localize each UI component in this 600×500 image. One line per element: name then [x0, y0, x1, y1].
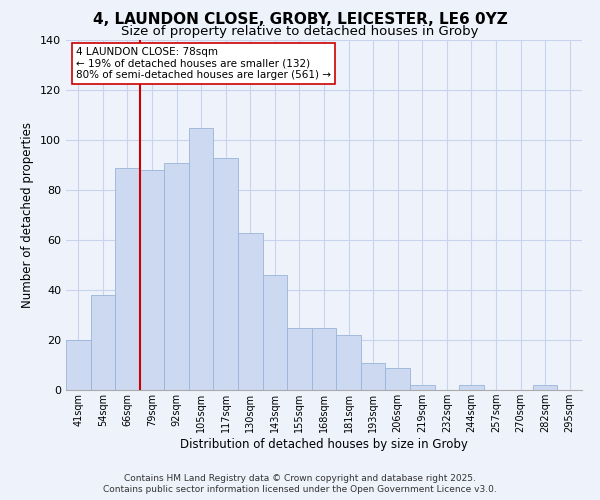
Text: 4, LAUNDON CLOSE, GROBY, LEICESTER, LE6 0YZ: 4, LAUNDON CLOSE, GROBY, LEICESTER, LE6 … — [92, 12, 508, 28]
Text: 4 LAUNDON CLOSE: 78sqm
← 19% of detached houses are smaller (132)
80% of semi-de: 4 LAUNDON CLOSE: 78sqm ← 19% of detached… — [76, 47, 331, 80]
Bar — [214, 158, 238, 390]
Y-axis label: Number of detached properties: Number of detached properties — [22, 122, 34, 308]
Bar — [385, 368, 410, 390]
Bar — [66, 340, 91, 390]
Bar — [238, 232, 263, 390]
Text: Size of property relative to detached houses in Groby: Size of property relative to detached ho… — [121, 25, 479, 38]
Text: Contains HM Land Registry data © Crown copyright and database right 2025.
Contai: Contains HM Land Registry data © Crown c… — [103, 474, 497, 494]
Bar — [459, 385, 484, 390]
Bar — [164, 162, 189, 390]
Bar — [287, 328, 312, 390]
Bar — [91, 295, 115, 390]
Bar — [312, 328, 336, 390]
X-axis label: Distribution of detached houses by size in Groby: Distribution of detached houses by size … — [180, 438, 468, 451]
Bar — [140, 170, 164, 390]
Bar — [410, 385, 434, 390]
Bar — [263, 275, 287, 390]
Bar — [533, 385, 557, 390]
Bar — [115, 168, 140, 390]
Bar — [189, 128, 214, 390]
Bar — [336, 335, 361, 390]
Bar — [361, 362, 385, 390]
